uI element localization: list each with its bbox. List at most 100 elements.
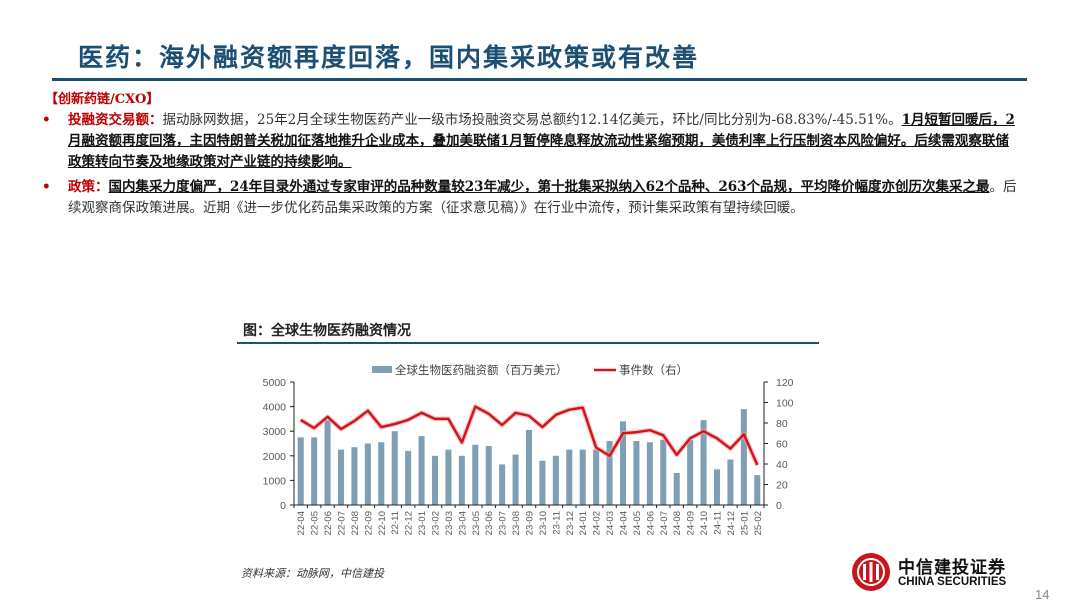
x-tick-label: 24-02 — [592, 511, 603, 535]
bar-24-04 — [619, 421, 627, 505]
right-tick-label: 0 — [776, 500, 782, 512]
bar-22-05 — [311, 437, 318, 505]
right-tick-label: 80 — [776, 418, 788, 430]
legend-label-amount: 全球生物医药融资额（百万美元） — [395, 363, 568, 377]
right-tick-label: 100 — [776, 398, 794, 410]
bar-22-09 — [364, 443, 371, 505]
page-number: 14 — [1035, 587, 1050, 602]
bar-23-01 — [418, 436, 425, 505]
x-tick-label: 23-11 — [551, 511, 562, 535]
bar-23-07 — [499, 464, 506, 505]
china-securities-logo: 中信建投证券 CHINA SECURITIES — [852, 553, 1032, 593]
bar-23-10 — [539, 460, 546, 505]
right-tick-label: 60 — [776, 439, 788, 451]
bar-22-04 — [297, 437, 304, 505]
x-tick-label: 22-04 — [296, 511, 307, 535]
bullet-dot-icon: • — [42, 112, 51, 128]
x-tick-label: 24-08 — [672, 511, 683, 535]
title-divider — [52, 78, 1027, 81]
bar-24-06 — [646, 442, 653, 505]
bullet-financing: • 投融资交易额：据动脉网数据，25年2月全球生物医药产业一级市场投融资交易总额… — [40, 110, 1020, 173]
bar-23-06 — [485, 445, 492, 505]
bar-23-04 — [458, 455, 465, 505]
x-tick-label: 24-01 — [578, 511, 589, 535]
logo-text-cn: 中信建投证券 — [898, 558, 1006, 578]
x-tick-label: 22-05 — [310, 511, 321, 535]
bullet-emphasis: 1月短暂回暖后，2月融资额再度回落，主因特朗普关税加征落地推升企业成本，叠加美联… — [68, 112, 1015, 170]
right-tick-label: 40 — [776, 459, 788, 471]
x-tick-label: 25-02 — [753, 511, 764, 535]
bar-23-03 — [445, 449, 452, 505]
left-tick-label: 0 — [280, 500, 286, 512]
bar-24-09 — [687, 439, 694, 505]
section-tag: 【创新药链/CXO】 — [45, 92, 160, 107]
right-tick-label: 120 — [776, 377, 794, 389]
legend-label-events: 事件数（右） — [619, 363, 688, 377]
bar-24-01 — [579, 449, 586, 505]
bullet-policy: • 政策：国内集采力度偏严，24年目录外通过专家审评的品种数量较23年减少，第十… — [40, 177, 1020, 219]
x-tick-label: 23-10 — [538, 511, 549, 535]
bar-23-09 — [525, 429, 533, 505]
bar-22-12 — [405, 450, 412, 505]
x-tick-label: 22-11 — [390, 511, 401, 535]
x-tick-label: 24-04 — [619, 511, 630, 535]
x-tick-label: 23-06 — [484, 511, 495, 535]
x-tick-label: 22-08 — [350, 511, 361, 535]
bullet-emphasis: 国内集采力度偏严，24年目录外通过专家审评的品种数量较23年减少，第十批集采拟纳… — [108, 179, 990, 195]
x-tick-label: 23-09 — [525, 511, 536, 535]
x-tick-label: 24-07 — [659, 511, 670, 535]
figure-source: 资料来源：动脉网，中信建投 — [241, 567, 384, 580]
bar-24-11 — [713, 469, 721, 505]
bar-23-08 — [512, 454, 519, 505]
bullet-text: 据动脉网数据，25年2月全球生物医药产业一级市场投融资交易总额约12.14亿美元… — [162, 112, 902, 128]
bullet-lead: 投融资交易额： — [68, 112, 163, 128]
right-tick-label: 20 — [776, 480, 788, 492]
bullet-text-tail: 。后续观察商保政策进展。近期《进一步优化药品集采政策的方案（征求意见稿）》在行业… — [68, 179, 1017, 216]
x-tick-label: 23-07 — [498, 511, 509, 535]
bar-23-02 — [431, 455, 439, 505]
x-tick-label: 22-09 — [363, 511, 374, 535]
bar-22-08 — [351, 447, 358, 505]
left-tick-label: 3000 — [263, 426, 287, 438]
bar-24-08 — [673, 473, 680, 505]
legend-bar-swatch — [372, 366, 392, 373]
x-tick-label: 24-10 — [699, 511, 710, 535]
events-line — [300, 405, 759, 466]
x-tick-label: 24-12 — [726, 511, 737, 535]
figure-divider — [237, 342, 819, 344]
bullet-lead: 政策： — [68, 179, 109, 195]
left-tick-label: 1000 — [263, 475, 287, 487]
bar-23-11 — [552, 455, 559, 505]
bar-22-10 — [378, 442, 385, 505]
x-tick-label: 23-01 — [417, 511, 428, 535]
logo-emblem-icon — [852, 553, 890, 591]
bullet-list: • 投融资交易额：据动脉网数据，25年2月全球生物医药产业一级市场投融资交易总额… — [40, 110, 1020, 220]
x-tick-label: 24-06 — [645, 511, 656, 535]
bar-22-07 — [337, 449, 345, 505]
x-tick-label: 23-12 — [565, 511, 576, 535]
bar-24-05 — [633, 441, 640, 505]
bar-24-07 — [660, 439, 667, 505]
bar-22-11 — [391, 431, 398, 505]
bar-23-12 — [566, 449, 573, 505]
x-tick-label: 24-03 — [605, 511, 616, 535]
financing-chart: 全球生物医药融资额（百万美元） 事件数（右）0100020003000400050… — [263, 363, 794, 535]
x-tick-label: 22-07 — [337, 511, 348, 535]
bar-24-02 — [593, 449, 600, 505]
left-tick-label: 5000 — [263, 377, 287, 389]
x-tick-label: 23-04 — [457, 511, 468, 535]
x-tick-label: 25-01 — [739, 511, 750, 535]
x-tick-label: 22-10 — [377, 511, 388, 535]
figure-title: 图：全球生物医药融资情况 — [243, 323, 411, 339]
x-tick-label: 23-08 — [511, 511, 522, 535]
bar-25-01 — [740, 409, 747, 505]
bar-25-02 — [754, 475, 761, 505]
logo-text-en: CHINA SECURITIES — [898, 576, 1007, 588]
bullet-dot-icon: • — [42, 179, 51, 195]
x-tick-label: 23-03 — [444, 511, 455, 535]
x-tick-label: 24-11 — [713, 511, 724, 535]
x-tick-label: 24-09 — [686, 511, 697, 535]
bar-24-12 — [727, 459, 734, 505]
x-tick-label: 23-02 — [431, 511, 442, 535]
x-tick-label: 24-05 — [632, 511, 643, 535]
